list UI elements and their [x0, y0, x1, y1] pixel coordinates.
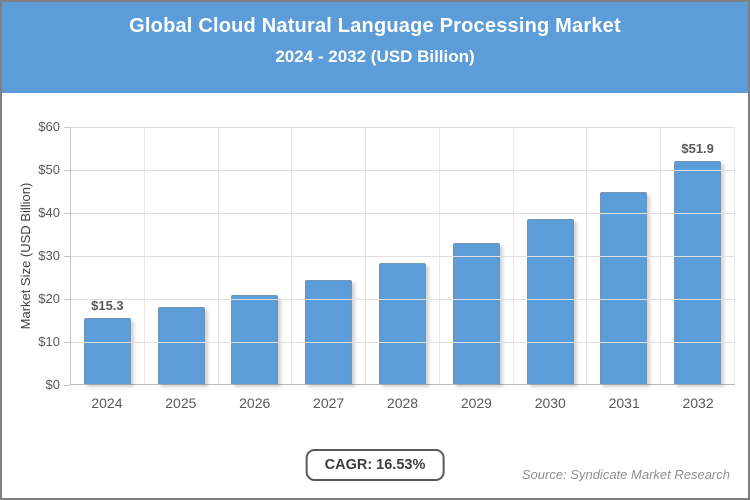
h-gridline: [71, 342, 735, 343]
x-tick-label: 2024: [91, 395, 123, 411]
x-tick-label: 2025: [165, 395, 197, 411]
bar-column: [514, 127, 588, 384]
bar-column: [366, 127, 440, 384]
x-axis-labels: 2024 2025 2026 2027 2028 2029 2030 2031 2032: [70, 395, 735, 411]
h-gridline: [71, 170, 735, 171]
bar-column: $51.9: [661, 127, 736, 384]
x-tick-label: 2030: [534, 395, 566, 411]
bar-2027: [305, 279, 353, 384]
bar-2024: $15.3: [83, 298, 131, 384]
y-tick-label: $50: [38, 162, 60, 177]
bar-column: [219, 127, 293, 384]
y-tick-mark: [64, 256, 70, 257]
bar-value-label: $51.9: [681, 140, 714, 156]
chart-title: Global Cloud Natural Language Processing…: [129, 15, 621, 37]
bar-column: [440, 127, 514, 384]
y-tick-label: $30: [38, 248, 60, 263]
bar-2032: $51.9: [674, 141, 722, 384]
bar-2028: [379, 262, 427, 384]
y-tick-mark: [64, 342, 70, 343]
y-tick-label: $10: [38, 334, 60, 349]
cagr-badge: CAGR: 16.53%: [305, 449, 445, 481]
y-tick-label: $20: [38, 291, 60, 306]
x-tick-label: 2028: [386, 395, 419, 411]
chart-header: Global Cloud Natural Language Processing…: [2, 2, 748, 93]
source-credit: Source: Syndicate Market Research: [521, 467, 730, 482]
bar-columns: $15.3 $51.9: [71, 127, 736, 384]
x-tick-label: 2032: [682, 395, 714, 411]
h-gridline: [71, 213, 735, 214]
bar-2026: [231, 294, 279, 384]
bar-column: [587, 127, 662, 384]
x-tick-label: 2027: [313, 395, 345, 411]
bar-column: $15.3: [71, 127, 145, 384]
bar-column: [145, 127, 219, 384]
h-gridline: [71, 299, 735, 300]
bar-2031: [600, 192, 648, 384]
bar-column: [292, 127, 367, 384]
h-gridline: [71, 256, 735, 257]
bar-value-label: $15.3: [91, 298, 124, 314]
y-tick-mark: [64, 385, 70, 386]
chart-subtitle: 2024 - 2032 (USD Billion): [275, 47, 475, 66]
y-tick-mark: [64, 170, 70, 171]
h-gridline: [71, 127, 735, 128]
bar-2029: [452, 242, 500, 384]
x-tick-label: 2026: [239, 395, 271, 411]
y-tick-mark: [64, 299, 70, 300]
y-tick-mark: [64, 127, 70, 128]
plot-area: $15.3 $51.9: [70, 127, 736, 385]
bar-2030: [526, 219, 574, 384]
bar-2025: [157, 307, 205, 384]
y-tick-label: $60: [38, 119, 60, 134]
x-tick-label: 2029: [460, 395, 492, 411]
y-tick-mark: [64, 213, 70, 214]
y-tick-label: $0: [45, 377, 60, 392]
x-tick-label: 2031: [608, 395, 640, 411]
y-tick-label: $40: [38, 205, 60, 220]
